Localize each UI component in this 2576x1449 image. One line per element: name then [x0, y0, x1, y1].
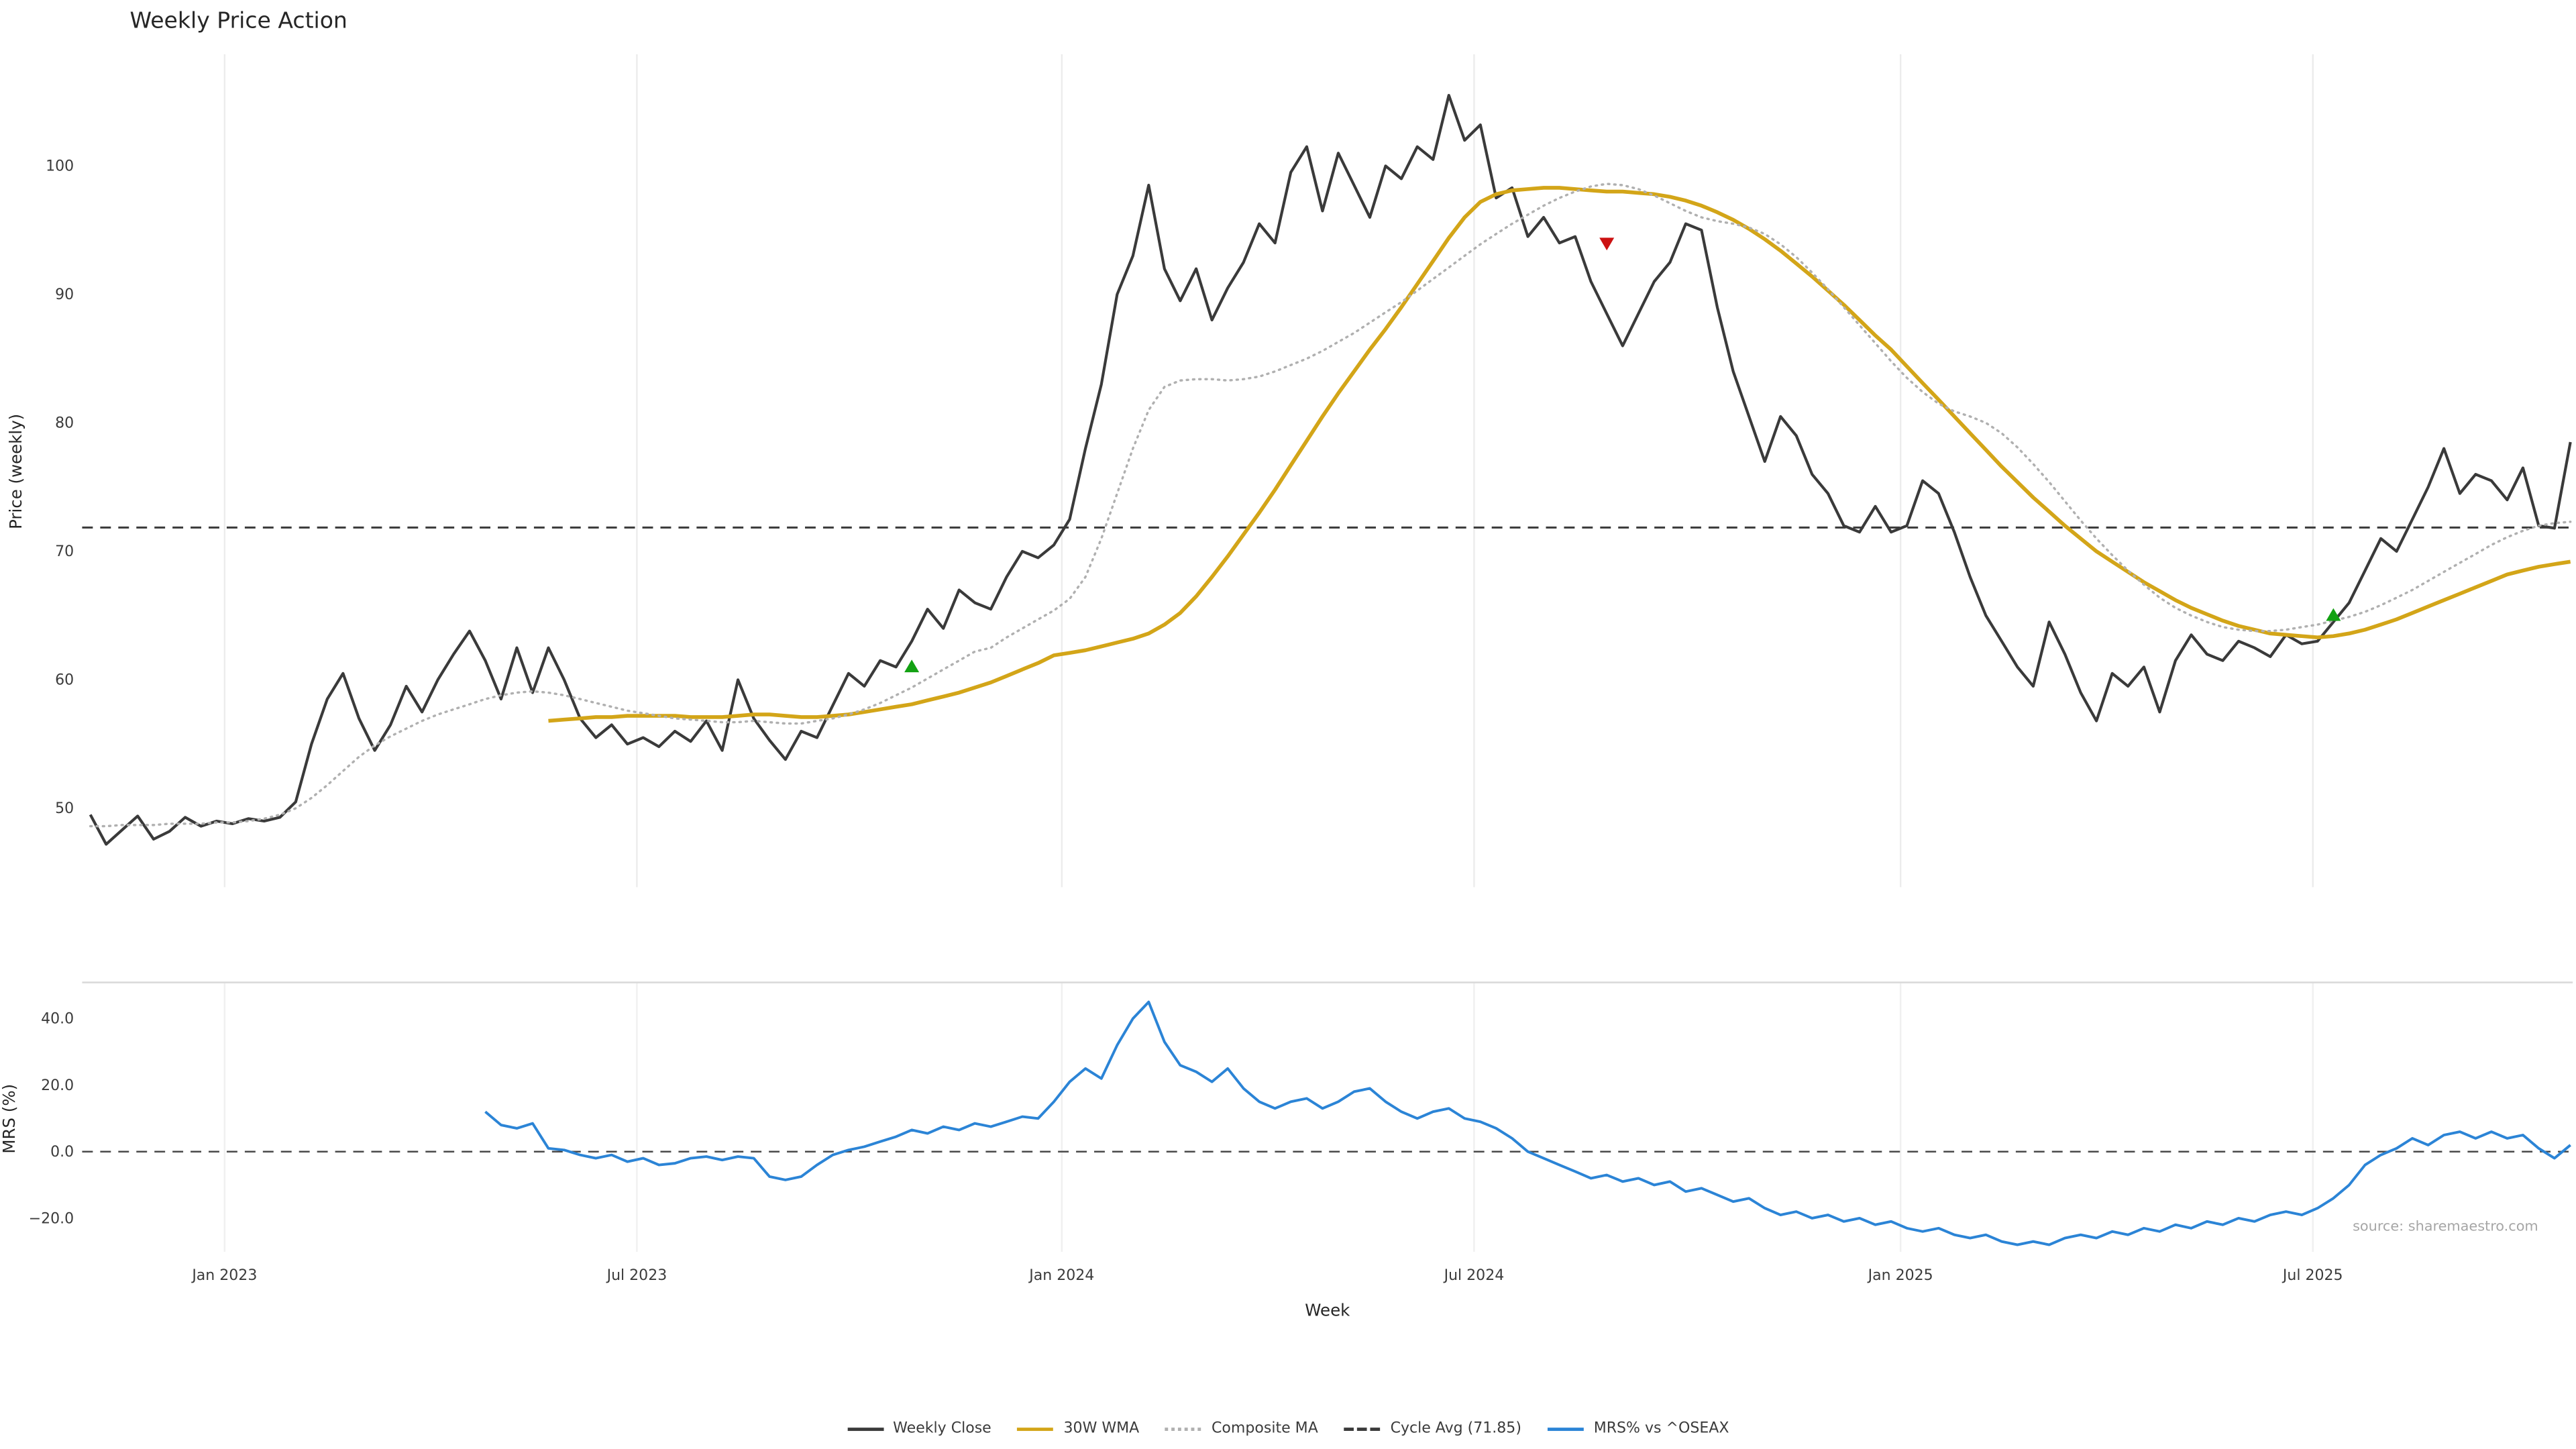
mrs-y-axis-label: MRS (%) [0, 1084, 19, 1154]
legend-item: Weekly Close [847, 1421, 991, 1438]
price-y-tick-labels: 50 60 70 80 90 100 [46, 158, 74, 818]
mrs-line [484, 1000, 2571, 1246]
price-y-tick-label: 90 [55, 286, 74, 303]
x-tick-label: Jan 2023 [191, 1267, 257, 1284]
mrs-y-tick-label: 40.0 [41, 1011, 74, 1028]
chart-title: Weekly Price Action [129, 7, 347, 34]
chart-legend: Weekly Close 30W WMA Composite MA Cycle Avg… [0, 1415, 2576, 1444]
legend-line-sample-dashed [1344, 1428, 1381, 1432]
x-tick-label: Jul 2023 [606, 1267, 667, 1284]
legend-line-sample-dotted [1165, 1428, 1202, 1432]
x-tick-labels: Jan 2023 Jul 2023 Jan 2024 Jul 2024 Jan 2025… [191, 1267, 2343, 1284]
gridlines [82, 54, 2573, 1252]
legend-label: MRS% vs ^OSEAX [1593, 1421, 1729, 1438]
x-tick-label: Jan 2024 [1028, 1267, 1094, 1284]
buy-signal-marker [2326, 608, 2341, 621]
mrs-y-tick-label: 20.0 [41, 1077, 74, 1094]
sell-signal-marker [1599, 237, 1615, 251]
legend-line-sample-solid [1548, 1428, 1585, 1432]
price-y-tick-label: 60 [55, 672, 74, 689]
buy-signal-marker [904, 659, 920, 673]
price-y-tick-label: 80 [55, 415, 74, 432]
mrs-y-tick-label: −20.0 [29, 1210, 74, 1227]
source-note: source: sharemaestro.com [2353, 1218, 2538, 1234]
legend-item: MRS% vs ^OSEAX [1548, 1421, 1729, 1438]
composite-ma-line [89, 182, 2572, 828]
legend-label: 30W WMA [1063, 1421, 1140, 1438]
legend-label: Cycle Avg (71.85) [1390, 1421, 1521, 1438]
wma-30w-line [548, 186, 2571, 723]
price-y-tick-label: 50 [55, 800, 74, 817]
legend-item: Cycle Avg (71.85) [1344, 1421, 1521, 1438]
series-lines [82, 93, 2573, 1246]
x-axis-label: Week [1305, 1301, 1350, 1320]
legend-item: Composite MA [1165, 1421, 1318, 1438]
mrs-y-tick-labels: −20.0 0.0 20.0 40.0 [29, 1011, 74, 1228]
mrs-y-tick-label: 0.0 [50, 1144, 74, 1161]
legend-line-sample-solid [847, 1428, 883, 1432]
x-tick-label: Jul 2024 [1443, 1267, 1505, 1284]
price-y-tick-label: 100 [46, 158, 74, 175]
x-tick-label: Jan 2025 [1867, 1267, 1933, 1284]
legend-item: 30W WMA [1017, 1421, 1140, 1438]
legend-label: Composite MA [1212, 1421, 1318, 1438]
price-y-axis-label: Price (weekly) [6, 414, 25, 529]
signal-markers [904, 237, 2341, 673]
legend-label: Weekly Close [893, 1421, 991, 1438]
price-y-tick-label: 70 [55, 543, 74, 560]
legend-line-sample-solid [1017, 1428, 1054, 1432]
weekly-close-line [89, 93, 2572, 846]
x-tick-label: Jul 2025 [2282, 1267, 2343, 1284]
